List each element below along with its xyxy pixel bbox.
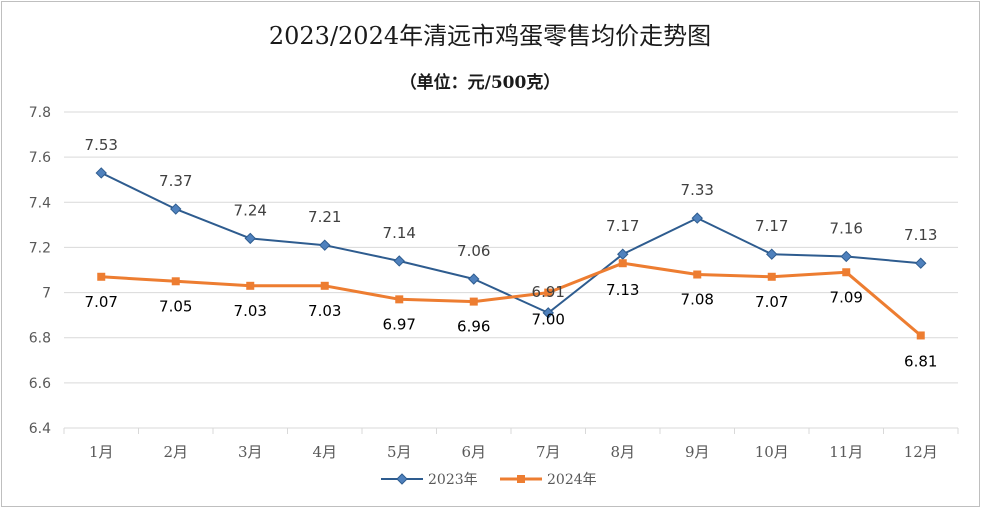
data-label: 7.53 [85,136,118,154]
data-label: 7.17 [606,217,639,235]
data-label: 7.13 [904,226,937,244]
x-tick-label: 12月 [904,443,938,461]
series-line-1 [100,172,921,314]
data-label: 7.24 [234,201,267,219]
x-tick-label: 6月 [461,443,486,461]
series-2-point [395,295,404,304]
data-label: 7.07 [755,293,788,311]
data-label: 7.16 [830,219,863,237]
series-1-point [468,273,480,285]
series-1-point [915,257,927,269]
data-label: 6.91 [532,283,565,301]
data-labels: 7.53 7.37 7.24 7.21 7.14 7.06 6.91 7.17 7.33 7.17… [85,136,938,371]
data-label: 7.17 [755,217,788,235]
series-2-point [767,272,776,281]
y-tick-label: 6.6 [29,376,51,392]
legend-label: 2024年 [547,472,597,488]
series-2-point [618,259,627,268]
data-label: 7.00 [532,311,565,329]
series-2-point [544,288,553,297]
x-tick-label: 9月 [685,443,710,461]
y-tick-label: 6.8 [29,331,51,347]
series-1-point [766,248,778,260]
x-tick-label: 8月 [610,443,635,461]
legend: 2023年 2024年 [381,472,597,488]
x-tick-label: 10月 [755,443,789,461]
series-2-point [469,297,478,306]
data-label: 7.09 [830,288,863,306]
series-1-point [691,212,703,224]
data-label: 7.05 [159,297,192,315]
series-1-point [840,250,852,263]
data-label: 7.14 [383,224,416,242]
data-label: 7.08 [681,291,714,309]
chart-title: 2023/2024年清远市鸡蛋零售均价走势图 [269,22,711,50]
data-label: 7.37 [159,172,192,190]
gridlines [63,111,959,434]
x-tick-label: 11月 [829,443,863,461]
series-1-point [542,307,554,319]
data-label: 6.81 [904,352,937,370]
series-1-point [393,255,405,267]
series-line-2 [101,261,922,337]
chart-subtitle: （单位：元/500克） [400,72,561,93]
series-2-point [693,270,702,279]
x-tick-label: 3月 [238,443,263,461]
data-label: 7.07 [85,293,118,311]
series-2-point [246,281,255,290]
x-tick-label: 7月 [536,443,561,461]
x-tick-label: 5月 [387,443,412,461]
data-label: 6.96 [457,318,490,336]
x-tick-label: 1月 [89,443,114,461]
legend-marker [517,475,525,483]
data-label: 6.97 [383,315,416,333]
y-tick-label: 7.2 [29,240,51,256]
data-label: 7.06 [457,242,490,260]
data-label: 7.21 [308,208,341,226]
series-2-point [97,272,106,281]
series-1-point [319,239,331,251]
y-tick-label: 7.8 [29,105,51,121]
series-1-point [95,167,107,179]
data-label: 7.33 [681,181,714,199]
y-tick-label: 7.6 [29,150,51,166]
series-2-point [171,277,180,286]
data-label: 7.13 [606,281,639,299]
series-2-point [320,281,329,290]
y-tick-label: 7.4 [29,195,51,211]
y-tick-label: 7 [42,286,51,302]
legend-marker [396,473,408,485]
y-axis-ticks: 6.4 6.6 6.8 7 7.2 7.4 7.6 7.8 [29,105,51,437]
series-1-point [170,203,182,215]
series-layer [95,167,927,340]
series-1-point [244,232,256,245]
legend-label: 2023年 [428,472,478,488]
series-2-point [842,268,851,277]
series-2-point [916,331,925,340]
x-axis-ticks: 1月 2月 3月 4月 5月 6月 7月 8月 9月 10月 11月 12月 [89,443,938,461]
y-tick-label: 6.4 [29,421,51,437]
x-tick-label: 2月 [163,443,188,461]
series-1-point [617,248,629,260]
x-tick-label: 4月 [312,443,337,461]
data-label: 7.03 [234,302,267,320]
data-label: 7.03 [308,302,341,320]
